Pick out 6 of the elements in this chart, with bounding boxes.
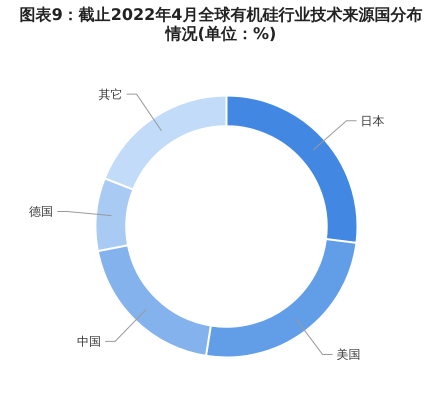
slice-label: 美国 xyxy=(336,348,361,362)
slice-label: 其它 xyxy=(98,87,123,102)
slice-label: 德国 xyxy=(29,204,54,219)
chart-title: 图表9：截止2022年4月全球有机硅行业技术来源国分布情况(单位：%) xyxy=(20,5,422,43)
slice-label: 日本 xyxy=(360,114,385,128)
slice-label: 中国 xyxy=(77,334,102,349)
